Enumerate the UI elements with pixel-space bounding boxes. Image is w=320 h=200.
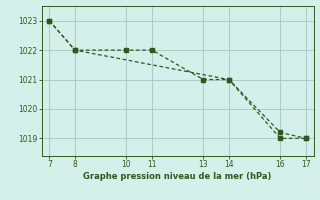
X-axis label: Graphe pression niveau de la mer (hPa): Graphe pression niveau de la mer (hPa) — [84, 172, 272, 181]
